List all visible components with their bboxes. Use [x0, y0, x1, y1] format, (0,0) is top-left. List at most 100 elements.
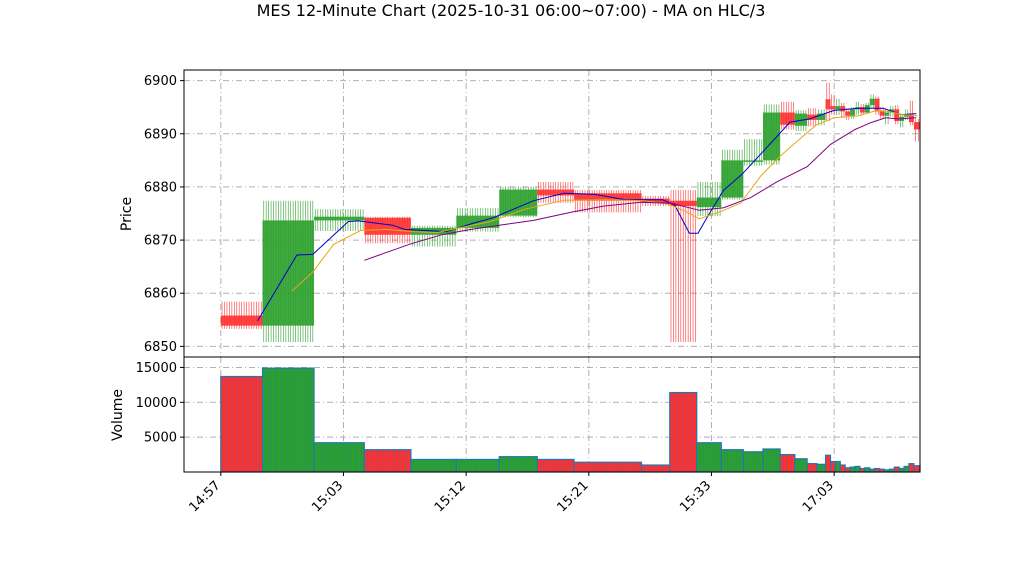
- volume-bar: [829, 460, 836, 473]
- volume-tick-label: 15000: [136, 361, 177, 376]
- volume-bar: [824, 454, 832, 473]
- candle: [669, 190, 697, 343]
- volume-bar-rect: [844, 467, 851, 473]
- candle: [537, 182, 575, 203]
- price-tick-label: 6860: [144, 287, 177, 302]
- x-tick-label: 14:57: [187, 478, 224, 515]
- candle-body: [913, 122, 920, 130]
- volume-bar: [669, 391, 698, 473]
- price-tick-label: 6890: [144, 127, 177, 142]
- candle-body: [537, 189, 575, 196]
- volume-bar-rect: [261, 367, 315, 473]
- volume-bar: [839, 464, 846, 473]
- volume-bar-rect: [824, 454, 832, 473]
- volume-bar: [806, 463, 818, 473]
- volume-bar-rect: [849, 466, 856, 473]
- volume-bar-rect: [829, 460, 836, 473]
- volume-bar: [498, 456, 538, 473]
- candle: [913, 118, 920, 142]
- x-tick-label: 17:03: [800, 478, 837, 515]
- candle: [859, 104, 865, 115]
- candle-body: [830, 106, 836, 110]
- price-tick-label: 6850: [144, 340, 177, 355]
- candle-body: [845, 111, 851, 116]
- candle: [840, 102, 846, 118]
- candle: [574, 190, 642, 213]
- candle: [641, 195, 670, 207]
- volume-bar: [220, 375, 264, 473]
- price-tick-label: 6900: [144, 74, 177, 89]
- candle: [262, 200, 315, 343]
- candle-body: [314, 216, 365, 221]
- volume-bar: [363, 449, 412, 473]
- volume-bar-rect: [864, 467, 871, 473]
- volume-bar: [696, 442, 722, 473]
- candle: [721, 149, 744, 200]
- volume-bar: [893, 466, 900, 473]
- volume-bar: [742, 451, 764, 473]
- candle-body: [859, 107, 865, 113]
- volume-bar: [908, 463, 915, 473]
- volume-bar: [720, 449, 744, 473]
- candle: [874, 96, 880, 115]
- volume-bar-rect: [874, 467, 881, 473]
- candle-body: [762, 112, 781, 161]
- candle: [869, 94, 875, 109]
- candle-body: [835, 106, 841, 110]
- x-tick-label: 15:33: [677, 478, 714, 515]
- candle: [899, 113, 905, 128]
- volume-bar-rect: [893, 466, 900, 473]
- candle: [879, 107, 885, 119]
- volume-bar: [762, 448, 781, 473]
- candle: [825, 82, 831, 122]
- candle-body: [743, 160, 763, 162]
- volume-bar: [864, 467, 871, 473]
- price-axis-label: Price: [119, 197, 135, 231]
- volume-bar-rect: [898, 467, 905, 473]
- volume-bar: [816, 463, 827, 473]
- volume-bar: [779, 453, 796, 473]
- x-tick-label: 15:21: [555, 478, 592, 515]
- volume-bar-rect: [834, 460, 841, 473]
- candle: [314, 209, 365, 232]
- volume-bar-rect: [903, 465, 910, 473]
- volume-bar: [913, 465, 921, 473]
- ma-line-ma_fast: [257, 107, 917, 322]
- chart-title: MES 12-Minute Chart (2025-10-31 06:00~07…: [257, 1, 766, 20]
- volume-bar: [874, 467, 881, 473]
- price-tick-label: 6870: [144, 234, 177, 249]
- candle: [220, 301, 263, 329]
- volume-bar: [834, 460, 841, 473]
- candle: [908, 100, 914, 126]
- candle-body: [364, 217, 411, 235]
- candle-body: [874, 98, 880, 112]
- volume-bar: [844, 467, 851, 473]
- volume-tick-label: 10000: [136, 396, 177, 411]
- volume-panel-frame: [183, 356, 921, 473]
- volume-bar: [903, 465, 910, 473]
- volume-bar-rect: [854, 465, 861, 473]
- candle-body: [894, 109, 900, 122]
- volume-bar: [849, 466, 856, 473]
- candle: [845, 108, 851, 120]
- volume-bars: [220, 367, 921, 473]
- volume-bar: [898, 467, 905, 473]
- volume-bar: [859, 467, 866, 473]
- candle: [835, 98, 841, 116]
- candle-body: [721, 160, 744, 198]
- volume-bar: [261, 367, 315, 473]
- candle-body: [816, 113, 826, 120]
- volume-bar-rect: [806, 463, 818, 473]
- volume-bar-rect: [363, 449, 412, 473]
- candle-body: [869, 98, 875, 106]
- volume-bar-rect: [839, 464, 846, 473]
- candle-body: [825, 99, 831, 110]
- volume-bar-rect: [640, 464, 671, 473]
- candle: [410, 225, 457, 247]
- x-axis-ticks: 14:57 15:03 15:12 15:21 15:33 17:03: [187, 472, 837, 515]
- volume-bar: [573, 461, 643, 473]
- moving-average-lines: [257, 107, 918, 322]
- volume-bar: [640, 464, 671, 473]
- x-tick-label: 15:12: [432, 478, 469, 515]
- volume-bar-rect: [410, 458, 457, 473]
